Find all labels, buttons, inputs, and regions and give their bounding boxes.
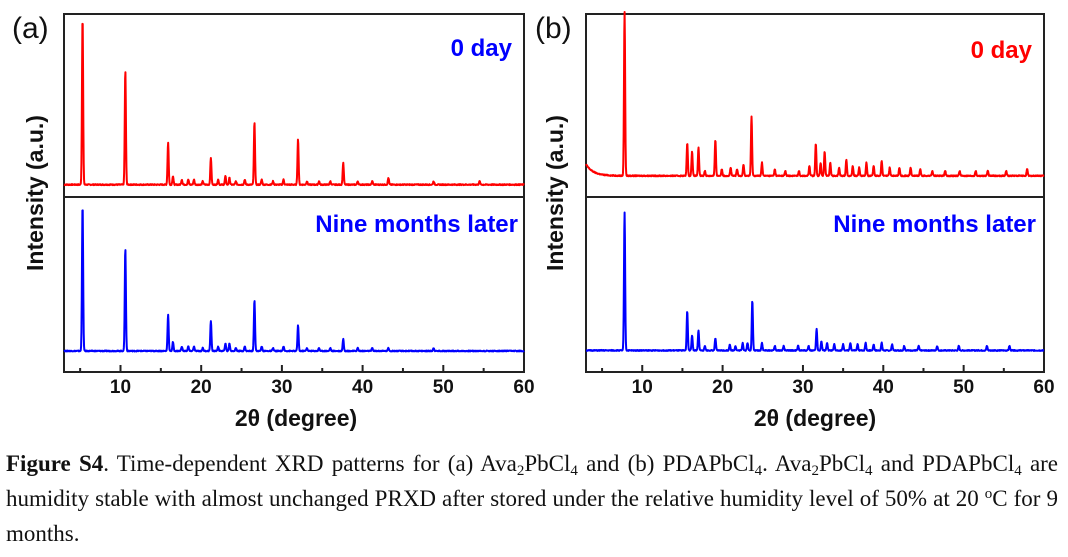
panel-a-bottom-series-label: Nine months later — [315, 211, 518, 238]
x-tick-label: 40 — [873, 377, 894, 398]
x-tick-label: 60 — [513, 377, 534, 398]
panel-a-x-axis-title: 2θ (degree) — [235, 405, 357, 431]
panel-b-x-axis-title: 2θ (degree) — [754, 405, 876, 431]
caption-sub: 4 — [754, 463, 763, 479]
panel-b-x-ticks: 10 20 30 40 50 60 — [601, 365, 1055, 398]
panel-a-y-axis-title: Intensity (a.u.) — [22, 115, 48, 271]
caption-sub: 4 — [1014, 463, 1022, 479]
caption-label: Figure S4 — [6, 451, 104, 476]
x-tick-label: 30 — [271, 377, 292, 398]
caption-sub: 4 — [570, 463, 578, 479]
panel-b-tag: (b) — [535, 12, 572, 45]
xrd-series-line — [63, 22, 525, 187]
panel-a-nine-months-trace — [63, 209, 525, 353]
caption-text: . Ava — [762, 451, 812, 476]
figure-caption: Figure S4. Time-dependent XRD patterns f… — [6, 446, 1058, 551]
x-tick-label: 50 — [953, 377, 974, 398]
xrd-series-line — [63, 209, 525, 353]
xrd-series-line — [585, 211, 1045, 352]
x-tick-label: 20 — [191, 377, 212, 398]
x-tick-label: 10 — [110, 377, 131, 398]
xrd-figure: 10 20 30 40 50 60 (a) Intensity (a.u.) 2θ (de… — [12, 10, 1055, 431]
xrd-series-line — [585, 10, 1045, 178]
caption-text: are humidity stable with almost unchange… — [6, 451, 1059, 511]
caption-text: and PDAPbCl — [872, 451, 1015, 476]
panel-a-x-ticks: 10 20 30 40 50 60 — [79, 365, 535, 398]
x-tick-label: 30 — [792, 377, 813, 398]
caption-sub: 2 — [811, 463, 819, 479]
caption-text: C for 9 months. — [6, 486, 1058, 546]
panel-b: 10 20 30 40 50 60 (b) Intensity (a.u.) 2θ (de… — [535, 10, 1055, 431]
x-tick-label: 40 — [352, 377, 373, 398]
x-tick-label: 10 — [632, 377, 653, 398]
panel-b-y-axis-title: Intensity (a.u.) — [542, 115, 568, 271]
caption-sup: o — [984, 486, 993, 502]
panel-b-bottom-frame — [585, 196, 1045, 373]
x-tick-label: 20 — [712, 377, 733, 398]
panel-b-top-series-label: 0 day — [971, 37, 1033, 64]
panel-b-bottom-series-label: Nine months later — [833, 211, 1036, 238]
panel-b-nine-months-trace — [585, 211, 1045, 352]
x-tick-label: 50 — [433, 377, 454, 398]
caption-text: PbCl — [524, 451, 571, 476]
caption-text: and (b) PDAPbCl — [577, 451, 755, 476]
caption-sub: 4 — [865, 463, 873, 479]
panel-a-0-day-trace — [63, 22, 525, 187]
x-tick-label: 60 — [1033, 377, 1054, 398]
panel-b-0-day-trace — [585, 10, 1045, 178]
panel-a-top-series-label: 0 day — [451, 35, 513, 62]
panel-a-bottom-frame — [63, 196, 525, 373]
caption-text: PbCl — [818, 451, 866, 476]
panel-a-tag: (a) — [12, 12, 49, 45]
panel-a: 10 20 30 40 50 60 (a) Intensity (a.u.) 2θ (de… — [12, 12, 535, 431]
caption-text: . Time-dependent XRD patterns for (a) Av… — [103, 451, 517, 476]
caption-sub: 2 — [516, 463, 525, 479]
